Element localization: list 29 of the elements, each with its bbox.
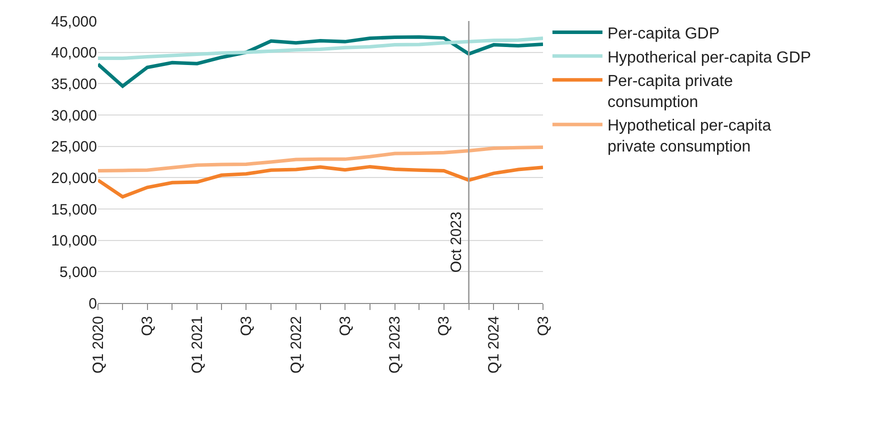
y-tick-label: 15,000 xyxy=(51,201,97,218)
x-tick-label: Q1 2021 xyxy=(189,316,206,374)
x-tick-label: Q1 2024 xyxy=(486,316,503,374)
y-tick-label: 40,000 xyxy=(51,44,97,62)
x-tick-label: Q3 xyxy=(336,316,354,336)
x-tick-label: Q1 2023 xyxy=(386,316,404,374)
legend-label: Per-capita GDP xyxy=(607,26,720,42)
line-series xyxy=(98,164,543,199)
x-tick-label: Q3 xyxy=(139,316,156,336)
x-tick-label: Q3 xyxy=(238,316,256,336)
y-tick-label: 5,000 xyxy=(59,264,97,281)
legend-label: Per-capita private consumption xyxy=(607,73,733,111)
line-series xyxy=(98,35,543,88)
y-tick-label: 20,000 xyxy=(51,170,97,187)
ref-line-label: Oct 2023 xyxy=(448,212,465,273)
line-series xyxy=(98,36,543,60)
x-tick-label: Q1 2022 xyxy=(288,316,305,374)
y-tick-label: 0 xyxy=(88,295,97,312)
legend-label: Hypothetical per-capita private consumption xyxy=(607,118,772,156)
y-tick-label: 30,000 xyxy=(51,107,97,124)
legend-label: Hypotherical per-capita GDP xyxy=(607,49,812,66)
x-tick-label: Q1 2020 xyxy=(90,316,107,374)
line-series xyxy=(98,146,543,173)
y-tick-label: 45,000 xyxy=(51,13,97,30)
y-tick-label: 25,000 xyxy=(51,138,97,156)
y-tick-label: 10,000 xyxy=(51,232,97,250)
y-tick-label: 35,000 xyxy=(51,76,97,93)
x-tick-label: Q3 xyxy=(534,316,552,336)
x-tick-label: Q3 xyxy=(436,316,453,336)
